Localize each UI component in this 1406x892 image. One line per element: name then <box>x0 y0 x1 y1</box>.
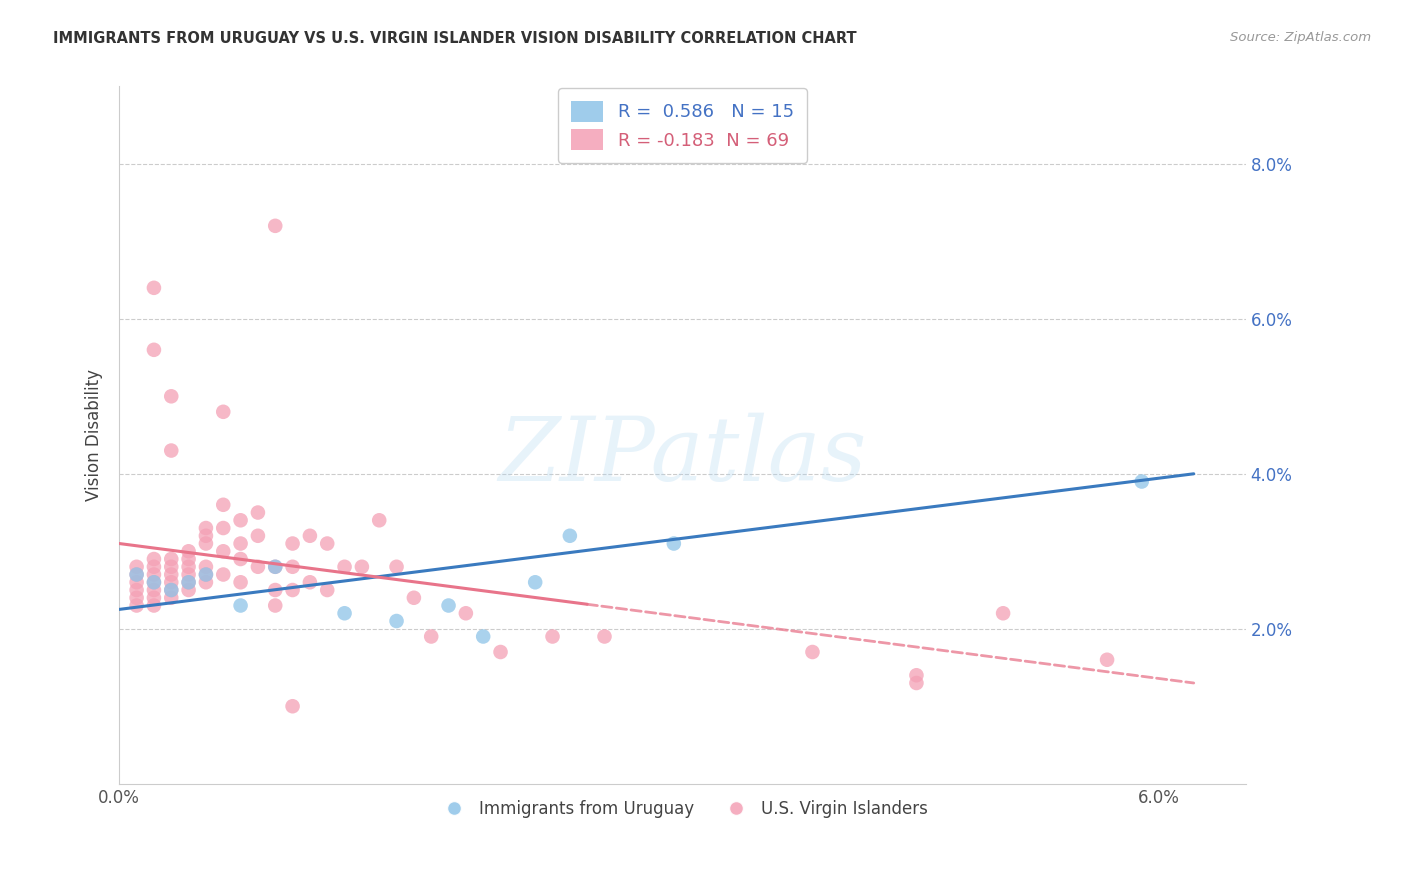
Point <box>160 559 183 574</box>
Point <box>160 582 183 597</box>
Point <box>298 529 321 543</box>
Point <box>212 405 235 419</box>
Text: Source: ZipAtlas.com: Source: ZipAtlas.com <box>1230 31 1371 45</box>
Point <box>142 599 165 613</box>
Point <box>212 544 235 558</box>
Point <box>177 575 200 590</box>
Legend: Immigrants from Uruguay, U.S. Virgin Islanders: Immigrants from Uruguay, U.S. Virgin Isl… <box>430 793 935 824</box>
Point <box>160 552 183 566</box>
Point <box>177 575 200 590</box>
Point <box>194 567 217 582</box>
Point <box>142 552 165 566</box>
Point <box>541 630 564 644</box>
Point <box>160 591 183 605</box>
Point <box>177 544 200 558</box>
Point <box>524 575 547 590</box>
Point <box>142 591 165 605</box>
Point <box>142 582 165 597</box>
Point <box>281 582 304 597</box>
Text: IMMIGRANTS FROM URUGUAY VS U.S. VIRGIN ISLANDER VISION DISABILITY CORRELATION CH: IMMIGRANTS FROM URUGUAY VS U.S. VIRGIN I… <box>53 31 858 46</box>
Point <box>160 575 183 590</box>
Point <box>264 582 287 597</box>
Point <box>194 575 217 590</box>
Point <box>194 529 217 543</box>
Point <box>402 591 425 605</box>
Point <box>905 668 928 682</box>
Point <box>142 575 165 590</box>
Point <box>229 552 252 566</box>
Point <box>264 559 287 574</box>
Point <box>160 389 183 403</box>
Point <box>229 513 252 527</box>
Point <box>125 559 148 574</box>
Point <box>142 559 165 574</box>
Point <box>558 529 581 543</box>
Point <box>160 567 183 582</box>
Point <box>177 559 200 574</box>
Point <box>420 630 443 644</box>
Point <box>991 607 1014 621</box>
Point <box>194 536 217 550</box>
Point <box>281 699 304 714</box>
Point <box>177 582 200 597</box>
Point <box>264 219 287 233</box>
Point <box>801 645 824 659</box>
Point <box>229 599 252 613</box>
Point <box>212 567 235 582</box>
Point <box>281 559 304 574</box>
Text: ZIPatlas: ZIPatlas <box>498 412 866 500</box>
Point <box>905 676 928 690</box>
Point <box>125 567 148 582</box>
Point <box>593 630 616 644</box>
Point <box>298 575 321 590</box>
Point <box>316 582 339 597</box>
Point <box>316 536 339 550</box>
Point <box>246 559 269 574</box>
Point <box>264 599 287 613</box>
Point <box>177 552 200 566</box>
Point <box>142 343 165 357</box>
Point <box>350 559 373 574</box>
Point <box>229 536 252 550</box>
Point <box>177 567 200 582</box>
Point <box>194 559 217 574</box>
Point <box>142 575 165 590</box>
Point <box>194 567 217 582</box>
Point <box>385 614 408 628</box>
Point <box>125 591 148 605</box>
Point <box>160 582 183 597</box>
Point <box>281 536 304 550</box>
Y-axis label: Vision Disability: Vision Disability <box>86 369 103 501</box>
Point <box>437 599 460 613</box>
Point <box>160 443 183 458</box>
Point <box>368 513 391 527</box>
Point <box>125 575 148 590</box>
Point <box>264 559 287 574</box>
Point <box>1095 653 1118 667</box>
Point <box>125 582 148 597</box>
Point <box>333 559 356 574</box>
Point <box>333 607 356 621</box>
Point <box>125 599 148 613</box>
Point <box>472 630 495 644</box>
Point <box>489 645 512 659</box>
Point <box>246 506 269 520</box>
Point <box>662 536 685 550</box>
Point <box>142 567 165 582</box>
Point <box>212 498 235 512</box>
Point <box>454 607 477 621</box>
Point <box>229 575 252 590</box>
Point <box>125 567 148 582</box>
Point <box>142 281 165 295</box>
Point <box>1130 475 1153 489</box>
Point <box>212 521 235 535</box>
Point <box>194 521 217 535</box>
Point <box>246 529 269 543</box>
Point <box>385 559 408 574</box>
